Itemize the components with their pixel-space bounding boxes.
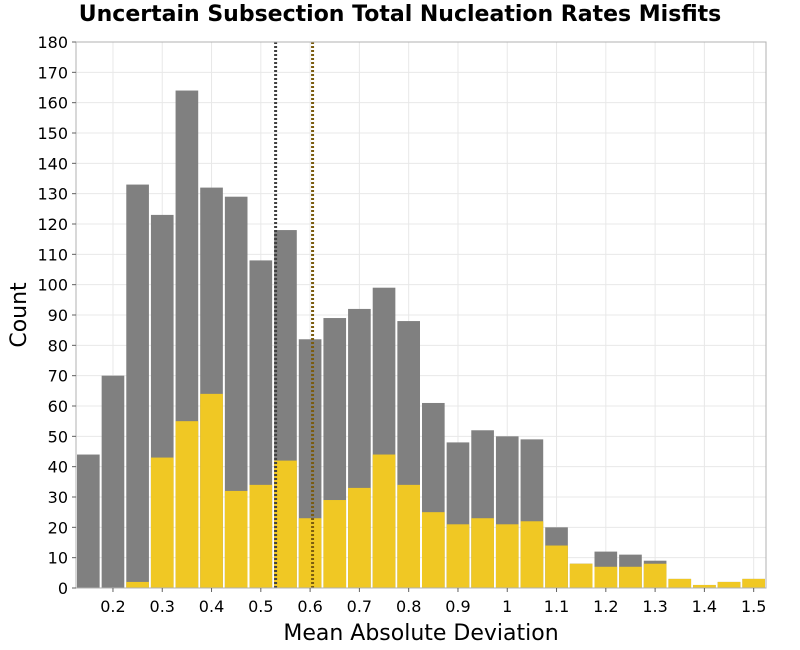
y-tick-label: 100: [37, 276, 68, 295]
x-axis-ticks: 0.2 0.3 0.4 0.5 0.6 0.7 0.8 0.9 1 1.1 1.2 1.3 1.4 1.5: [100, 588, 766, 616]
y-tick-label: 40: [48, 458, 68, 477]
bar-subset: [422, 512, 445, 588]
x-tick-label: 0.6: [297, 597, 322, 616]
y-tick-label: 20: [48, 518, 68, 537]
bar-subset: [619, 566, 642, 588]
y-tick-label: 160: [37, 94, 68, 113]
bar-subset: [274, 460, 297, 588]
bar-subset: [643, 563, 667, 588]
bars-group: [77, 90, 765, 589]
bar-subset: [126, 581, 149, 588]
x-tick-label: 1.3: [642, 597, 667, 616]
bar-all: [126, 184, 149, 589]
x-tick-label: 1.5: [741, 597, 766, 616]
bar-subset: [495, 524, 519, 588]
x-tick-label: 0.4: [199, 597, 224, 616]
y-tick-label: 10: [48, 549, 68, 568]
bar-subset: [249, 484, 273, 588]
x-tick-label: 1: [502, 597, 512, 616]
bar-all: [224, 196, 248, 588]
bar-all: [77, 454, 100, 588]
chart-title: Uncertain Subsection Total Nucleation Ra…: [78, 2, 722, 27]
bar-subset: [569, 563, 593, 588]
bar-subset: [397, 484, 420, 588]
reference-lines: [274, 42, 315, 588]
x-tick-label: 0.8: [396, 597, 421, 616]
x-tick-label: 0.5: [248, 597, 273, 616]
bar-subset: [742, 578, 765, 588]
bar-subset: [150, 457, 174, 588]
y-tick-label: 0: [58, 579, 68, 598]
bar-subset: [545, 545, 568, 588]
y-tick-label: 180: [37, 33, 68, 52]
bar-subset: [348, 487, 371, 588]
y-axis-label: Count: [7, 282, 32, 348]
y-axis-ticks: 0 10 20 30 40 50 60 70 80 90 100 110 120 130 140 150 160…: [37, 33, 76, 598]
y-tick-label: 140: [37, 154, 68, 173]
bar-subset: [693, 584, 716, 588]
x-axis-label: Mean Absolute Deviation: [283, 621, 558, 646]
bar-subset: [446, 524, 470, 588]
y-tick-label: 170: [37, 63, 68, 82]
bar-subset: [224, 490, 248, 588]
y-tick-label: 110: [37, 245, 68, 264]
x-tick-label: 1.4: [692, 597, 717, 616]
bar-subset: [298, 518, 322, 588]
y-tick-label: 90: [48, 306, 68, 325]
x-tick-label: 0.3: [150, 597, 175, 616]
x-tick-label: 1.1: [544, 597, 569, 616]
y-tick-label: 130: [37, 185, 68, 204]
x-tick-label: 1.2: [593, 597, 618, 616]
x-tick-label: 0.7: [347, 597, 372, 616]
bar-subset: [323, 500, 347, 588]
y-tick-label: 70: [48, 367, 68, 386]
bar-subset: [594, 566, 618, 588]
bar-subset: [520, 521, 544, 588]
y-tick-label: 80: [48, 336, 68, 355]
bar-subset: [200, 393, 223, 588]
y-tick-label: 60: [48, 397, 68, 416]
bar-subset: [372, 454, 396, 588]
bar-subset: [175, 421, 199, 588]
x-tick-label: 0.9: [445, 597, 470, 616]
y-tick-label: 120: [37, 215, 68, 234]
y-tick-label: 50: [48, 427, 68, 446]
bar-all: [101, 375, 125, 588]
bar-subset: [717, 581, 741, 588]
x-tick-label: 0.2: [100, 597, 125, 616]
y-tick-label: 150: [37, 124, 68, 143]
bar-subset: [668, 578, 692, 588]
y-tick-label: 30: [48, 488, 68, 507]
bar-subset: [471, 518, 494, 588]
